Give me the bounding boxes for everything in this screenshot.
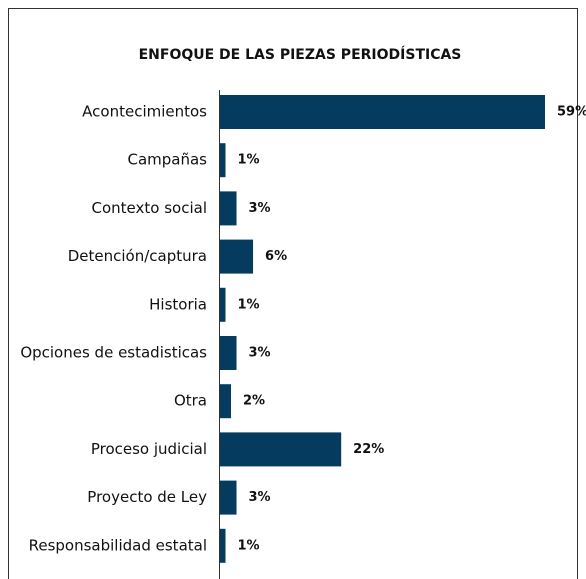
value-label: 22% [353,442,384,457]
value-label: 59% [557,105,586,120]
category-label: Contexto social [92,199,207,217]
bar [220,239,254,274]
bar [220,287,226,322]
category-label: Detención/captura [68,247,207,265]
category-label: Otra [174,392,207,410]
bar [220,528,226,563]
value-label: 2% [243,394,265,409]
value-label: 1% [238,538,260,553]
bar [220,432,342,467]
bar [220,191,237,226]
category-label: Opciones de estadisticas [20,344,207,362]
value-label: 6% [265,249,287,264]
chart-title: ENFOQUE DE LAS PIEZAS PERIODÍSTICAS [139,46,462,63]
category-label: Proceso judicial [91,440,207,458]
bar [220,95,545,129]
bar [220,143,226,178]
value-label: 3% [249,490,271,505]
category-label: Historia [149,295,207,313]
bar [220,336,237,370]
value-label: 3% [249,346,271,361]
value-label: 1% [238,153,260,168]
frame [8,8,578,579]
category-label: Proyecto de Ley [87,488,207,506]
category-label: Acontecimientos [82,103,207,121]
bar [220,480,237,515]
category-label: Responsabilidad estatal [29,536,207,554]
category-label: Campañas [127,151,207,169]
value-label: 3% [249,201,271,216]
value-label: 1% [238,297,260,312]
bar [220,384,232,419]
